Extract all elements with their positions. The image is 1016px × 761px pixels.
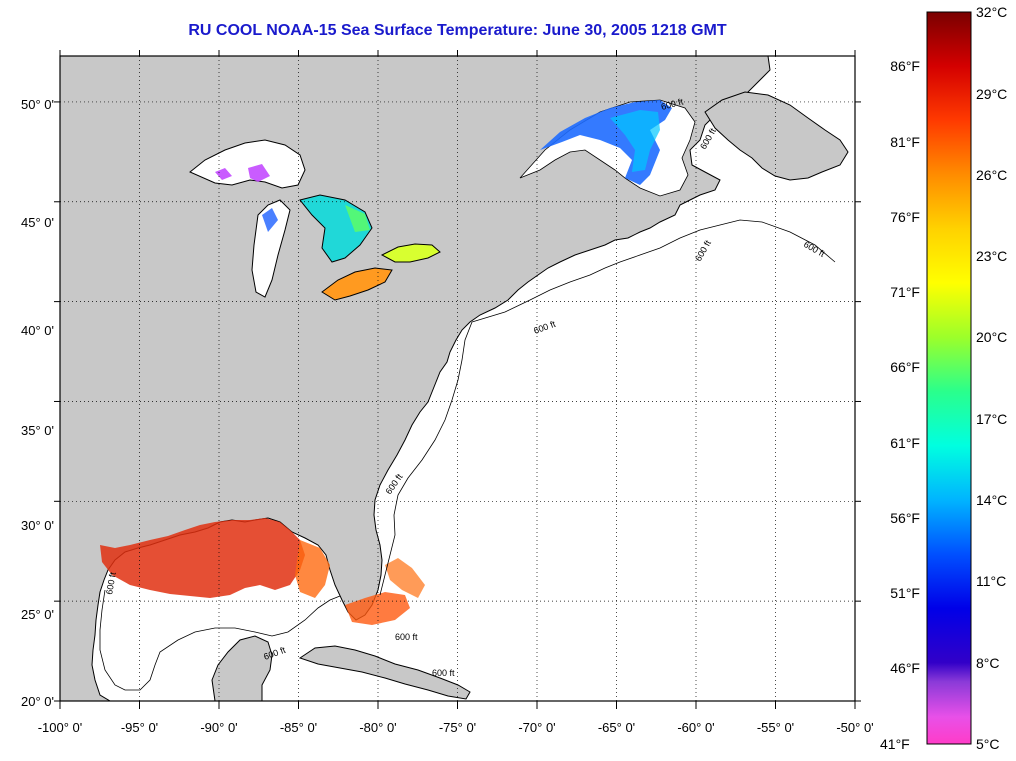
colorbar-fahrenheit-label: 81°F [890,134,920,150]
lon-label: -60° 0' [677,720,714,735]
newfoundland-land [704,91,849,181]
isobath-gulf [99,589,341,691]
lat-label: 30° 0' [21,518,54,533]
lat-label: 35° 0' [21,423,54,438]
lake-erie [321,267,393,301]
lon-label: -90° 0' [200,720,237,735]
isobath-atlantic [379,219,836,596]
sst-gulf-east [295,540,330,598]
colorbar-celsius-label: 8°C [976,655,1000,671]
lat-label: 20° 0' [21,694,54,709]
colorbar-celsius-label: 17°C [976,411,1007,427]
lon-label: -95° 0' [121,720,158,735]
colorbar-fahrenheit-label: 76°F [890,209,920,225]
colorbar-fahrenheit-label: 71°F [890,284,920,300]
sst-gulf-of-mexico [100,518,305,598]
lat-label: 40° 0' [21,323,54,338]
lon-label: -65° 0' [598,720,635,735]
colorbar-fahrenheit-label: 61°F [890,435,920,451]
colorbar-celsius-label: 26°C [976,167,1007,183]
lon-label: -55° 0' [757,720,794,735]
graticule [60,56,855,701]
lake-michigan [251,199,291,298]
sst-lake-superior [215,164,270,182]
colorbar-celsius-label: 23°C [976,248,1007,264]
colorbar-celsius-label: 29°C [976,86,1007,102]
lon-label: -75° 0' [439,720,476,735]
colorbar-celsius-label: 5°C [976,736,1000,752]
colorbar-celsius-label: 14°C [976,492,1007,508]
lat-label: 25° 0' [21,607,54,622]
colorbar [926,11,972,745]
yucatan-land [211,635,273,701]
lat-label: 50° 0' [21,97,54,112]
colorbar-fahrenheit-label: 66°F [890,359,920,375]
map-content [60,56,849,701]
colorbar-fahrenheit-labels: 86°F 81°F 76°F 71°F 66°F 61°F 56°F 51°F … [880,58,920,752]
colorbar-celsius-label: 20°C [976,329,1007,345]
sst-florida-straits [345,592,410,625]
colorbar-celsius-label: 32°C [976,4,1007,20]
isobath-label: 600 ft [395,632,418,642]
sst-lake-michigan [262,208,278,232]
isobath-label: 600 ft [432,668,455,678]
colorbar-fahrenheit-label: 56°F [890,510,920,526]
lon-label: -100° 0' [38,720,83,735]
colorbar-fahrenheit-label: 46°F [890,660,920,676]
lon-label: -70° 0' [518,720,555,735]
colorbar-fahrenheit-label: 41°F [880,736,910,752]
colorbar-celsius-labels: 32°C 29°C 26°C 23°C 20°C 17°C 14°C 11°C … [976,4,1007,752]
lake-ontario [380,243,441,263]
colorbar-fahrenheit-label: 86°F [890,58,920,74]
lake-huron-green [345,205,370,232]
sst-st-lawrence-cyan [610,110,660,172]
lon-label: -80° 0' [359,720,396,735]
lon-axis: -100° 0' -95° 0' -90° 0' -85° 0' -80° 0'… [38,720,874,735]
lon-label: -50° 0' [836,720,873,735]
lon-label: -85° 0' [280,720,317,735]
cuba-land [298,645,471,700]
isobath-label: 600 ft [104,571,118,595]
axis-ticks [54,50,861,709]
colorbar-fahrenheit-label: 51°F [890,585,920,601]
lat-label: 45° 0' [21,215,54,230]
lat-axis: 20° 0' 25° 0' 30° 0' 35° 0' 40° 0' 45° 0… [21,97,54,709]
map-title: RU COOL NOAA-15 Sea Surface Temperature:… [188,22,727,39]
colorbar-celsius-label: 11°C [976,573,1006,589]
sst-bahamas [385,558,425,598]
